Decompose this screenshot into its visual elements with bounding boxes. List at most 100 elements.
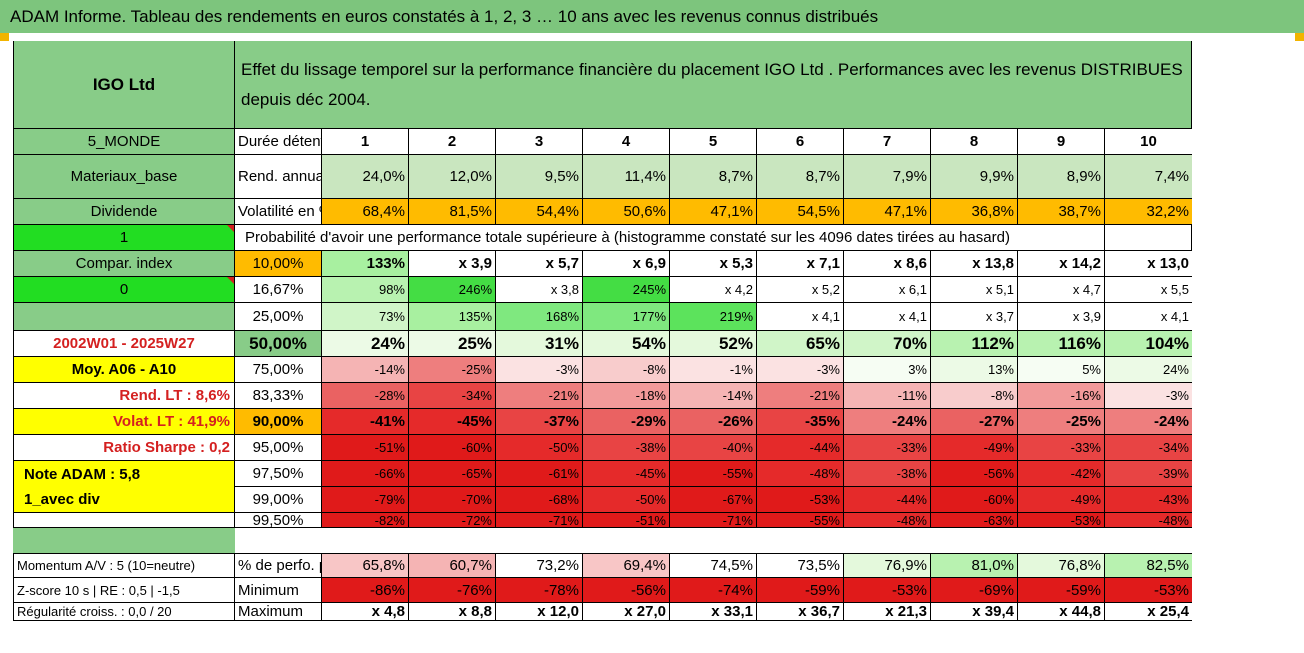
- quantile-cell: x 4,1: [844, 303, 931, 331]
- pos-cell: 74,5%: [670, 553, 757, 578]
- volat-lt-label: Volat. LT : 41,9%: [13, 409, 235, 435]
- quantile-label: 95,00%: [235, 435, 322, 461]
- quantile-cell: 104%: [1105, 331, 1192, 357]
- rend-cell-10: 7,4%: [1105, 155, 1192, 199]
- rend-cell-6: 8,7%: [757, 155, 844, 199]
- quantile-label: 25,00%: [235, 303, 322, 331]
- rend-cell-4: 11,4%: [583, 155, 670, 199]
- quantile-cell: -39%: [1105, 461, 1192, 487]
- quantile-cell: 24%: [322, 331, 409, 357]
- probability-blank: [1105, 225, 1192, 251]
- separator-left: [13, 528, 235, 553]
- quantile-cell: -1%: [670, 357, 757, 383]
- quantile-label: 99,50%: [235, 513, 322, 528]
- blank-label: [13, 303, 235, 331]
- min-cell: -56%: [583, 578, 670, 603]
- quantile-cell: -33%: [844, 435, 931, 461]
- blank-label-2: [13, 513, 235, 528]
- quantile-cell: x 5,3: [670, 251, 757, 277]
- quantile-cell: -18%: [583, 383, 670, 409]
- year-header-9: 9: [1018, 129, 1105, 155]
- min-cell: -53%: [1105, 578, 1192, 603]
- quantile-cell: -41%: [322, 409, 409, 435]
- rend-cell-1: 24,0%: [322, 155, 409, 199]
- quantile-cell: x 3,9: [409, 251, 496, 277]
- compar-flag: 0: [13, 277, 235, 303]
- pos-cell: 81,0%: [931, 553, 1018, 578]
- quantile-cell: -21%: [496, 383, 583, 409]
- min-cell: -86%: [322, 578, 409, 603]
- quantile-cell: 3%: [844, 357, 931, 383]
- quantile-cell: 177%: [583, 303, 670, 331]
- year-header-2: 2: [409, 129, 496, 155]
- year-header-7: 7: [844, 129, 931, 155]
- quantile-cell: 112%: [931, 331, 1018, 357]
- vol-cell-9: 38,7%: [1018, 199, 1105, 225]
- quantile-cell: 245%: [583, 277, 670, 303]
- quantile-cell: -8%: [583, 357, 670, 383]
- dividend-flag: 1: [13, 225, 235, 251]
- pos-cell: 60,7%: [409, 553, 496, 578]
- year-header-6: 6: [757, 129, 844, 155]
- quantile-cell: x 5,5: [1105, 277, 1192, 303]
- max-cell: x 4,8: [322, 603, 409, 621]
- period-label: 2002W01 - 2025W27: [13, 331, 235, 357]
- pos-cell: 73,5%: [757, 553, 844, 578]
- pos-cell: 69,4%: [583, 553, 670, 578]
- quantile-cell: 52%: [670, 331, 757, 357]
- quantile-cell: 24%: [1105, 357, 1192, 383]
- vol-cell-5: 47,1%: [670, 199, 757, 225]
- quantile-cell: -60%: [931, 487, 1018, 513]
- year-header-3: 3: [496, 129, 583, 155]
- quantile-cell: -43%: [1105, 487, 1192, 513]
- quantile-cell: x 4,7: [1018, 277, 1105, 303]
- quantile-cell: -14%: [670, 383, 757, 409]
- quantile-label: 99,00%: [235, 487, 322, 513]
- quantile-cell: -28%: [322, 383, 409, 409]
- quantile-label: 97,50%: [235, 461, 322, 487]
- min-cell: -69%: [931, 578, 1018, 603]
- quantile-cell: -48%: [757, 461, 844, 487]
- quantile-cell: -49%: [1018, 487, 1105, 513]
- quantile-cell: 116%: [1018, 331, 1105, 357]
- sector-label: Materiaux_base: [13, 155, 235, 199]
- min-cell: -53%: [844, 578, 931, 603]
- year-header-4: 4: [583, 129, 670, 155]
- quantile-cell: x 6,1: [844, 277, 931, 303]
- rend-label: Rend. annualisé en %: [235, 155, 322, 199]
- quantile-cell: x 4,2: [670, 277, 757, 303]
- dividend-label: Dividende: [13, 199, 235, 225]
- quantile-cell: 25%: [409, 331, 496, 357]
- quantile-cell: -24%: [844, 409, 931, 435]
- max-cell: x 27,0: [583, 603, 670, 621]
- quantile-cell: -51%: [583, 513, 670, 528]
- quantile-cell: 168%: [496, 303, 583, 331]
- quantile-cell: -48%: [1105, 513, 1192, 528]
- quantile-cell: -61%: [496, 461, 583, 487]
- momentum-label: Momentum A/V : 5 (10=neutre): [13, 553, 235, 578]
- quantile-cell: -65%: [409, 461, 496, 487]
- min-cell: -59%: [1018, 578, 1105, 603]
- year-header-5: 5: [670, 129, 757, 155]
- left-edge-marker: [0, 33, 9, 41]
- quantile-cell: -11%: [844, 383, 931, 409]
- quantile-cell: x 3,8: [496, 277, 583, 303]
- quantile-cell: -8%: [931, 383, 1018, 409]
- table-description: Effet du lissage temporel sur la perform…: [235, 41, 1192, 129]
- quantile-cell: -3%: [496, 357, 583, 383]
- quantile-cell: 70%: [844, 331, 931, 357]
- quantile-cell: 73%: [322, 303, 409, 331]
- quantile-cell: -48%: [844, 513, 931, 528]
- quantile-cell: -35%: [757, 409, 844, 435]
- min-cell: -74%: [670, 578, 757, 603]
- quantile-cell: -38%: [844, 461, 931, 487]
- vol-cell-2: 81,5%: [409, 199, 496, 225]
- quantile-cell: 54%: [583, 331, 670, 357]
- vol-cell-10: 32,2%: [1105, 199, 1192, 225]
- min-cell: -59%: [757, 578, 844, 603]
- moy-label: Moy. A06 - A10: [13, 357, 235, 383]
- rend-cell-7: 7,9%: [844, 155, 931, 199]
- max-cell: x 44,8: [1018, 603, 1105, 621]
- rend-lt-label: Rend. LT : 8,6%: [13, 383, 235, 409]
